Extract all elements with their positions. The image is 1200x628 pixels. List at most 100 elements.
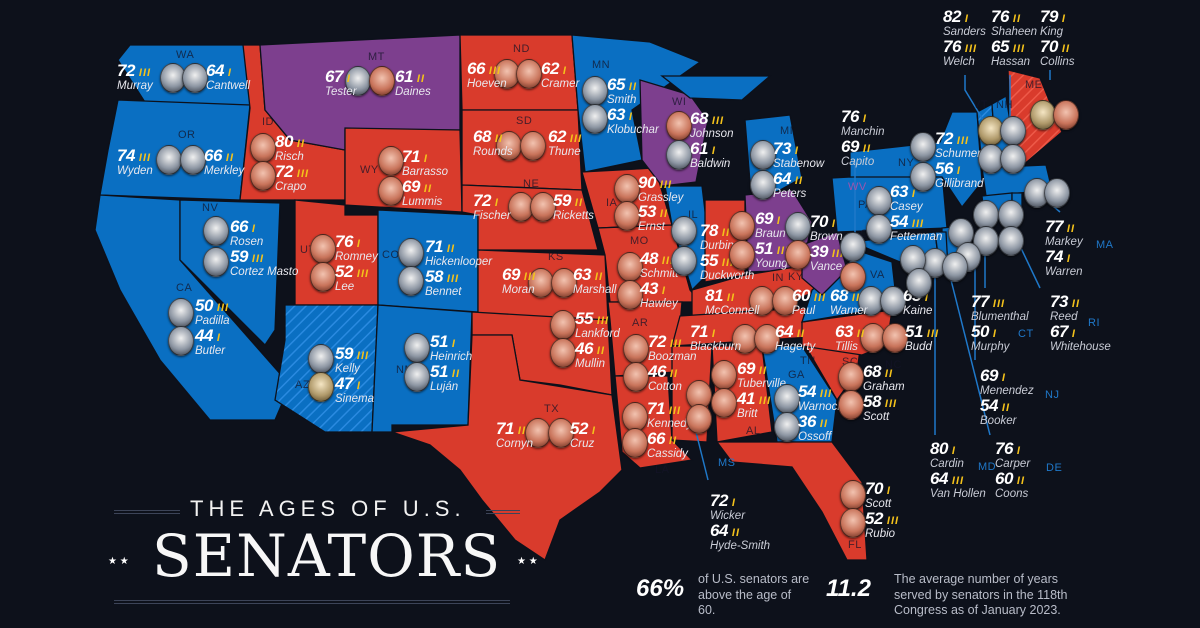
senator-age: 65	[991, 37, 1009, 56]
term-tally-icon: III	[296, 168, 310, 180]
senator-label: 71 I Barrasso	[402, 148, 448, 179]
senator-label: 71 II Cornyn	[496, 420, 533, 451]
senator-portrait	[622, 428, 648, 458]
term-tally-icon: I	[831, 218, 836, 230]
senator-age: 51	[755, 239, 773, 258]
senator-portrait	[614, 201, 640, 231]
senator-name: Cantwell	[206, 80, 251, 92]
term-tally-icon: III	[776, 245, 790, 257]
leader-arrow	[964, 75, 989, 129]
senator-label: 67 I Tester	[325, 68, 357, 99]
term-tally-icon: I	[956, 165, 961, 177]
senator-label: 80 II Risch	[275, 133, 305, 164]
senator-age: 52	[865, 509, 883, 528]
senator-label: 69 III Moran	[502, 266, 536, 297]
state-wv	[801, 231, 848, 296]
term-tally-icon: II	[1001, 402, 1011, 414]
state-label-nd: ND	[513, 43, 530, 55]
senator-name: Risch	[275, 151, 304, 163]
term-tally-icon: I	[794, 145, 799, 157]
senator-label: 69 I Menendez	[980, 367, 1034, 398]
senator-age: 50	[195, 296, 213, 315]
term-tally-icon: II	[225, 152, 235, 164]
senator-label: 72 III Schumer	[935, 130, 981, 161]
senator-label: 51 II Luján	[430, 363, 460, 394]
senator-name: Murphy	[971, 341, 1010, 353]
senator-age: 71	[690, 322, 708, 341]
senator-portrait	[910, 132, 936, 162]
term-tally-icon: II	[794, 175, 804, 187]
senator-name: Daines	[395, 86, 431, 98]
state-label-or: OR	[178, 129, 196, 141]
senator-age: 72	[117, 61, 135, 80]
senator-name: Thune	[548, 146, 581, 158]
senator-name: Cardin	[930, 458, 964, 470]
term-tally-icon: I	[1016, 445, 1021, 457]
senator-age: 43	[640, 279, 658, 298]
state-label-va: VA	[870, 269, 885, 281]
star-icon: ★ ★	[108, 556, 129, 567]
term-tally-icon: III	[356, 350, 370, 362]
term-tally-icon: I	[227, 67, 232, 79]
senator-age: 69	[841, 137, 859, 156]
senator-age: 68	[863, 362, 881, 381]
senator-portrait	[666, 140, 692, 170]
senator-age: 76	[995, 439, 1013, 458]
senator-label: 63 I Casey	[890, 183, 923, 214]
senator-label: 46 II Mullin	[575, 340, 605, 371]
senator-age: 72	[473, 191, 491, 210]
stat-value-age: 66%	[636, 575, 685, 602]
state-label-al: AL	[746, 425, 761, 437]
senator-name: Hickenlooper	[425, 256, 493, 268]
senator-label: 58 III Scott	[863, 393, 897, 424]
term-tally-icon: III	[813, 292, 827, 304]
term-tally-icon: II	[851, 292, 861, 304]
senator-age: 62	[541, 59, 559, 78]
senator-name: Stabenow	[773, 158, 825, 170]
senator-label: 54 III Warnock	[798, 383, 843, 414]
senator-name: Cornyn	[496, 438, 534, 450]
term-tally-icon: I	[562, 65, 567, 77]
senator-name: Hassan	[991, 56, 1030, 68]
senator-label: 63 II Tillis	[835, 323, 865, 354]
term-tally-icon: III	[661, 255, 675, 267]
senator-portrait	[308, 372, 334, 402]
senator-portrait	[882, 323, 908, 353]
senator-label: 69 II Capito	[841, 138, 874, 169]
senator-name: Warren	[1045, 266, 1083, 278]
senator-name: Kaine	[903, 305, 933, 317]
senator-name: Kelly	[335, 363, 360, 375]
senator-label: 47 I Sinema	[335, 375, 374, 406]
senator-label: 64 II Hagerty	[775, 323, 815, 354]
senator-label: 51 I Heinrich	[430, 333, 472, 364]
term-tally-icon: II	[451, 368, 461, 380]
senator-label: 54 III Fetterman	[890, 213, 942, 244]
term-tally-icon: I	[731, 497, 736, 509]
senator-label: 70 I Brown	[810, 213, 843, 244]
term-tally-icon: I	[423, 153, 428, 165]
senator-name: Fetterman	[890, 231, 943, 243]
senator-name: Van Hollen	[930, 488, 986, 500]
senator-portrait	[711, 388, 737, 418]
senator-age: 80	[275, 132, 293, 151]
senator-age: 73	[773, 139, 791, 158]
term-tally-icon: I	[992, 328, 997, 340]
senator-label: 74 III Wyden	[117, 147, 153, 178]
state-fl	[715, 441, 868, 561]
term-tally-icon: I	[356, 238, 361, 250]
senator-label: 64 II Hyde-Smith	[710, 522, 770, 553]
state-label-in: IN	[772, 272, 784, 284]
senator-label: 81 II McConnell	[705, 287, 759, 318]
senator-name: Capito	[841, 156, 875, 168]
senator-name: Budd	[905, 341, 932, 353]
senator-age: 81	[705, 286, 723, 305]
senator-age: 71	[402, 147, 420, 166]
state-label-nc: NC	[885, 359, 902, 371]
state-label-ks: KS	[548, 251, 564, 263]
state-label-ca: CA	[176, 282, 193, 294]
senator-portrait	[369, 66, 395, 96]
senator-age: 46	[575, 339, 593, 358]
term-tally-icon: II	[416, 73, 426, 85]
senator-portrait	[729, 211, 755, 241]
term-tally-icon: II	[659, 208, 669, 220]
